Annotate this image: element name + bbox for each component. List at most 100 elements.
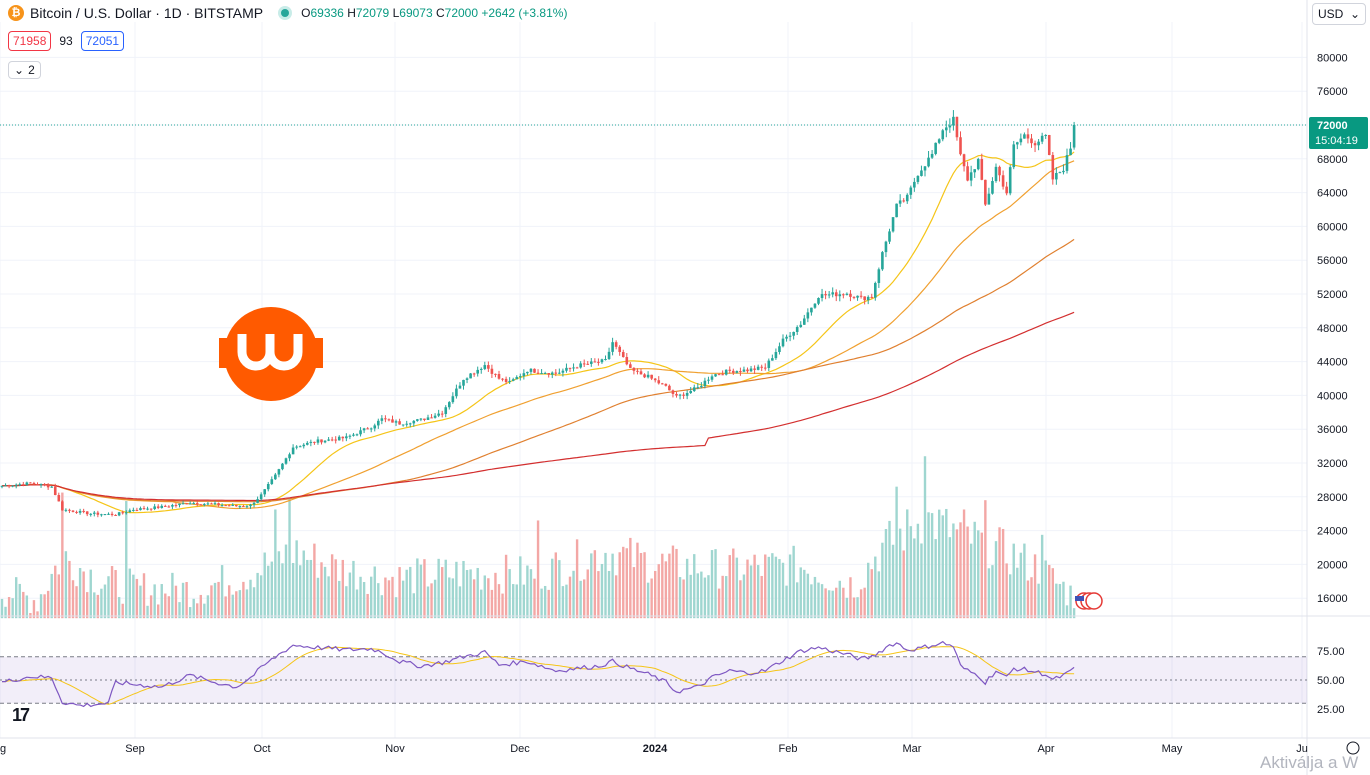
candle-body [980, 159, 984, 180]
volume-bar [497, 584, 501, 619]
candle [61, 500, 64, 511]
candle-body [238, 506, 242, 508]
volume-bar [604, 552, 607, 619]
candle-body [948, 125, 952, 128]
candle [298, 445, 302, 448]
volume-bar [103, 584, 107, 619]
volume-bar [948, 537, 952, 619]
volume-bar [409, 566, 412, 619]
price-tick-label: 44000 [1317, 357, 1348, 369]
candle-body [384, 418, 387, 420]
volume-bar [139, 585, 142, 619]
candle-body [270, 479, 274, 484]
time-tick-label: Mar [903, 743, 922, 755]
candle [462, 379, 465, 390]
volume-bar [54, 565, 57, 619]
candle [671, 389, 675, 398]
candle-body [1069, 148, 1072, 156]
volume-bar [973, 521, 976, 619]
volume-bar [423, 559, 426, 619]
volume-bar [153, 584, 156, 619]
price-tick-label: 56000 [1317, 255, 1348, 267]
candle [696, 383, 700, 390]
candle-body [458, 385, 462, 389]
candle-body [284, 458, 288, 464]
volume-bar [1040, 534, 1044, 619]
candle-body [852, 296, 856, 298]
candle [89, 513, 93, 517]
volume-bar [675, 548, 678, 619]
volume-bar [966, 526, 969, 619]
currency-select[interactable]: USD ⌄ [1312, 3, 1366, 25]
volume-bar [824, 588, 827, 619]
volume-bar [678, 577, 682, 619]
volume-bar [401, 580, 405, 619]
volume-bar [1048, 564, 1051, 619]
volume-bar [906, 509, 909, 619]
candle [614, 340, 618, 350]
candle [174, 503, 178, 508]
candle-body [604, 359, 607, 361]
candle-body [11, 485, 14, 487]
volume-bar [483, 575, 486, 619]
volume-bar [987, 568, 991, 619]
candle [590, 358, 593, 367]
candle-body [600, 359, 604, 363]
volume-bar [898, 528, 902, 619]
candle-body [519, 376, 522, 378]
candle-body [391, 419, 394, 423]
candle-body [298, 446, 302, 448]
indicators-toggle-button[interactable]: ⌄ 2 [8, 61, 41, 79]
time-tick-label: Dec [510, 743, 530, 755]
candle [206, 501, 210, 506]
candle-body [71, 510, 75, 512]
symbol-title[interactable]: Bitcoin / U.S. Dollar · 1D · BITSTAMP [30, 5, 264, 21]
volume-bar [284, 544, 288, 619]
candle-body [401, 424, 405, 426]
candle-body [636, 370, 639, 372]
buy-button[interactable]: 72051 [80, 31, 125, 51]
candle-body [135, 509, 139, 511]
volume-bar [78, 568, 82, 619]
candle [501, 378, 504, 382]
candle-body [274, 474, 277, 480]
volume-bar [760, 575, 763, 619]
tradingview-logo-icon[interactable]: 17 [12, 705, 30, 725]
candle-body [905, 194, 909, 202]
candle [1008, 164, 1012, 196]
candle-body [462, 379, 465, 386]
volume-bar [1051, 568, 1054, 619]
candle [11, 485, 14, 488]
volume-bar [107, 576, 110, 619]
candle-body [306, 442, 309, 445]
volume-bar [916, 523, 920, 619]
volume-bar [671, 545, 675, 619]
candle [526, 371, 529, 376]
candle-body [199, 504, 203, 506]
candle-body [1044, 135, 1047, 137]
candle [689, 387, 692, 394]
volume-bar [508, 569, 511, 619]
candle-body [1072, 125, 1076, 148]
volume-bar [213, 582, 217, 619]
candle [380, 415, 384, 425]
candle-body [597, 361, 600, 363]
candle [224, 504, 227, 507]
candle [71, 510, 75, 513]
volume-bar [693, 554, 696, 619]
candle-body [515, 377, 519, 380]
activation-watermark: Aktiválja a W [1260, 753, 1359, 772]
candle [295, 445, 298, 450]
candle-body [614, 342, 618, 347]
candle [916, 175, 920, 185]
sell-button[interactable]: 71958 [8, 31, 52, 51]
price-tick-label: 24000 [1317, 526, 1348, 538]
volume-bar [86, 592, 89, 619]
candle-body [227, 505, 231, 507]
candle [522, 369, 526, 380]
candle-body [64, 509, 68, 511]
volume-bar [1019, 552, 1023, 619]
volume-bar [220, 565, 224, 619]
candle-body [217, 503, 220, 506]
